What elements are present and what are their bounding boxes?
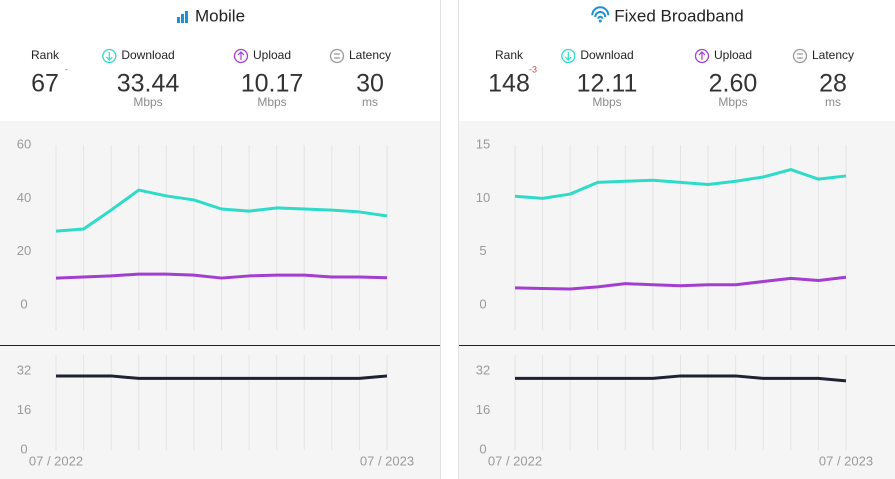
stat-icon: [233, 48, 249, 64]
signal-icon: [176, 17, 180, 23]
data-line: [514, 168, 847, 200]
stat-icon: [698, 51, 706, 60]
stat-label: Rank: [31, 48, 60, 62]
stat-label: Download: [121, 48, 174, 62]
x-tick-label: 07 / 2023: [360, 453, 414, 468]
chart-area: [459, 121, 895, 479]
x-tick-label: 07 / 2022: [29, 453, 83, 468]
panel-title: Fixed Broadband: [614, 6, 743, 25]
chart-area: [0, 121, 440, 479]
stat-icon: [564, 52, 572, 61]
y-tick-label: 20: [17, 243, 31, 258]
data-line: [55, 188, 388, 233]
stat-label: Upload: [253, 48, 291, 62]
stat-label: Latency: [349, 48, 391, 62]
stat-unit: ms: [825, 95, 841, 109]
data-line: [515, 374, 847, 383]
stat-unit: Mbps: [592, 95, 621, 109]
stat-unit: Mbps: [257, 95, 286, 109]
signal-icon: [184, 11, 188, 23]
y-tick-label: 60: [17, 136, 31, 151]
stat-unit: Mbps: [718, 95, 747, 109]
data-line: [514, 275, 847, 291]
x-tick-label: 07 / 2023: [819, 453, 873, 468]
data-line: [56, 374, 388, 380]
y-tick-label: 0: [479, 441, 486, 456]
rank-change: -3: [529, 64, 537, 74]
y-tick-label: 40: [17, 190, 31, 205]
wifi-icon: [594, 11, 607, 18]
y-tick-label: 32: [17, 362, 31, 377]
y-tick-label: 0: [479, 296, 486, 311]
panel-title: Mobile: [195, 6, 245, 25]
stat-value: 33.44: [117, 70, 180, 98]
stat-icon: [237, 51, 245, 60]
stat-value: 12.11: [577, 70, 638, 98]
wifi-icon: [591, 6, 610, 16]
stat-value: 28: [819, 70, 847, 98]
stat-label: Upload: [714, 48, 752, 62]
stat-value: 67: [31, 70, 59, 98]
stat-icon: [333, 53, 340, 59]
y-tick-label: 32: [476, 362, 490, 377]
rank-change: -: [65, 64, 68, 74]
y-tick-label: 0: [20, 296, 27, 311]
signal-icon: [180, 14, 184, 23]
stat-icon: [102, 48, 117, 64]
stat-icon: [329, 48, 345, 64]
stat-value: 148: [488, 70, 530, 98]
stat-value: 10.17: [241, 70, 304, 98]
y-tick-label: 15: [476, 136, 490, 151]
stat-label: Latency: [812, 48, 854, 62]
wifi-icon: [597, 15, 604, 20]
wifi-icon: [598, 19, 602, 23]
y-tick-label: 0: [20, 441, 27, 456]
stat-icon: [694, 48, 710, 64]
data-line: [55, 272, 388, 280]
stat-label: Rank: [495, 48, 524, 62]
stat-value: 30: [356, 70, 384, 98]
stat-icon: [561, 48, 576, 64]
stat-icon: [105, 52, 113, 61]
stat-icon: [796, 53, 803, 59]
stat-icon: [792, 48, 808, 64]
y-tick-label: 10: [476, 190, 490, 205]
stat-label: Download: [580, 48, 633, 62]
x-tick-label: 07 / 2022: [488, 453, 542, 468]
stat-unit: ms: [362, 95, 378, 109]
y-tick-label: 16: [17, 402, 31, 417]
stat-unit: Mbps: [133, 95, 162, 109]
y-tick-label: 5: [479, 243, 486, 258]
y-tick-label: 16: [476, 402, 490, 417]
stat-value: 2.60: [709, 70, 758, 98]
